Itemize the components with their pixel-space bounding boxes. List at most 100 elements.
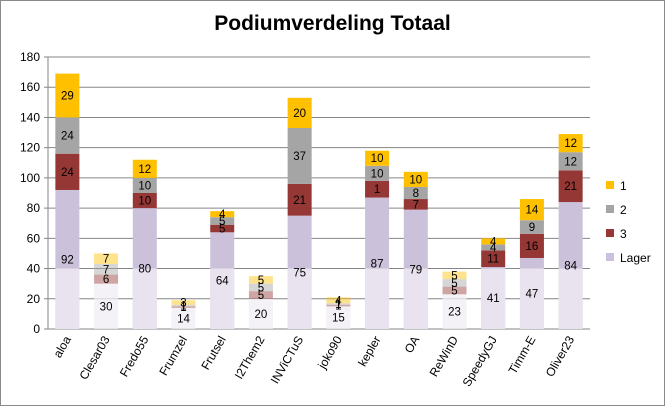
bar-segment-2 [210,217,235,225]
bar-segment-1 [132,159,157,178]
legend-label: 1 [620,179,627,193]
data-label: 87 [371,258,384,270]
x-category-label: joko90 [315,333,345,372]
bar-segment-3 [326,304,351,307]
bar-segment-3 [403,199,428,210]
y-tick-label: 180 [20,50,40,64]
bar-segment-wash [132,268,157,329]
legend-label: 2 [620,203,627,217]
data-label: 12 [564,156,577,168]
data-label: 14 [526,205,539,217]
bar-segment-3 [365,180,390,198]
bar-segment-1 [558,134,583,153]
bar-segment-2 [558,152,583,171]
bar-segment-2 [442,279,467,287]
y-tick-label: 100 [20,171,40,185]
bar-segment-wash [94,283,119,329]
x-category-label: Timm-E [506,334,539,377]
data-label: 20 [293,108,306,120]
bar-segment-2 [248,283,273,292]
bar-segment-wash [558,268,583,329]
legend-swatch [606,229,614,237]
data-label: 1 [335,299,341,311]
data-label: 47 [526,288,539,300]
data-label: 92 [61,254,74,266]
bar-segment-2 [403,186,428,200]
x-category-label: OA [402,334,423,356]
legend-swatch [606,253,614,261]
y-tick-label: 60 [27,231,41,245]
data-label: 5 [258,282,264,294]
data-label: 30 [100,301,113,313]
data-label: 23 [448,307,461,319]
bar-segment-3 [442,286,467,295]
bar-segment-3 [55,153,80,190]
bar-segment-3 [248,291,273,299]
bar-segment-3 [519,233,544,258]
bar-segment-1 [287,97,312,129]
bar-segment-wash [442,294,467,329]
data-label: 21 [293,195,306,207]
data-label: 12 [564,138,577,150]
data-label: 3 [180,298,186,310]
bar-segment-3 [210,224,235,233]
y-tick-label: 20 [27,292,41,306]
y-tick-label: 80 [27,201,41,215]
data-label: 5 [451,285,457,297]
y-tick-label: 140 [20,110,40,124]
y-tick-label: 120 [20,141,40,155]
chart-title: Podiumverdeling Totaal [214,12,451,35]
bar-segment-1 [326,297,351,304]
bar-segment-3 [132,193,157,209]
bar-segment-2 [171,304,196,307]
data-label: 7 [103,264,109,276]
data-label: 8 [413,188,419,200]
bar-segment-1 [210,211,235,218]
legend-label: Lager [620,251,651,265]
bar-segment-wash [248,298,273,329]
bar-segment-2 [287,128,312,184]
bar-segment-wash [210,268,235,329]
legend-label: 3 [620,227,627,241]
data-label: 29 [61,91,74,103]
legend-swatch [606,205,614,213]
bar-segment-wash [326,306,351,329]
bar-segment-wash [519,268,544,329]
y-tick-label: 0 [33,322,40,336]
data-label: 10 [371,153,384,165]
bar-segment-1 [519,199,544,221]
data-label: 24 [61,131,74,143]
bar-segment-2 [94,264,119,275]
legend-swatch [606,181,614,189]
x-category-label: ReWinD [427,333,462,379]
bar-segment-1 [55,73,80,118]
data-label: 10 [409,174,422,186]
data-label: 5 [258,275,264,287]
bars [55,73,583,329]
data-label: 9 [529,222,535,234]
data-label: 5 [258,290,264,302]
bar-segment-2 [132,177,157,193]
data-label: 1 [180,302,186,314]
data-label: 6 [103,274,109,286]
x-category-label: Fredo55 [117,333,152,379]
bar-segment-wash [365,268,390,329]
x-category-label: Frumzel [156,334,190,379]
data-label: 7 [413,199,419,211]
bar-segment-1 [94,253,119,265]
data-label: 20 [255,309,268,321]
data-label: 4 [335,295,342,307]
bar-segment-2 [55,117,80,154]
bar-segment-3 [481,250,506,268]
bar-segment-3 [94,274,119,284]
bar-segment-3 [558,170,583,203]
bar-segment-1 [171,300,196,305]
x-category-label: INViCTuS [268,334,306,387]
bar-segment-1 [403,171,428,187]
bar-segment-2 [519,220,544,234]
bar-segment-wash [403,268,428,329]
data-label: 5 [219,216,225,228]
x-category-label: Frutsel [198,334,228,373]
data-label: 12 [138,164,151,176]
